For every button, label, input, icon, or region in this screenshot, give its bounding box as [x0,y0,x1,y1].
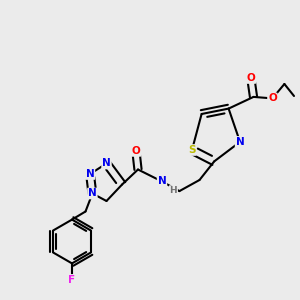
Text: N: N [158,176,166,187]
Text: F: F [68,275,76,285]
Text: S: S [188,145,196,155]
Text: O: O [246,73,255,83]
Text: H: H [169,186,177,195]
Text: N: N [102,158,111,169]
Text: N: N [236,137,244,147]
Text: N: N [85,169,94,179]
Text: N: N [88,188,97,199]
Text: O: O [268,93,277,103]
Text: O: O [131,146,140,156]
